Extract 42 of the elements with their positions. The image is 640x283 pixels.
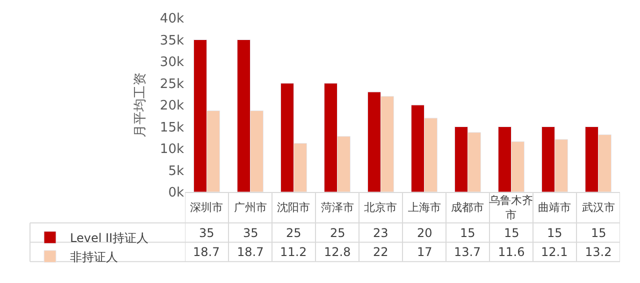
data-label: 18.7 [237, 245, 264, 259]
data-label: 17 [417, 245, 432, 259]
x-tick-label: 沈阳市 [277, 201, 310, 214]
y-tick-label: 35k [160, 33, 184, 48]
data-label: 13.2 [585, 245, 612, 259]
data-label: 20 [417, 226, 432, 240]
x-tick-label: 广州市 [234, 201, 267, 214]
y-axis-title: 月平均工资 [132, 72, 148, 138]
legend-label: Level II持证人 [70, 231, 149, 246]
data-label: 35 [243, 226, 258, 240]
x-tick-label: 上海市 [408, 201, 441, 214]
data-label: 12.1 [541, 245, 568, 259]
x-tick-label: 曲靖市 [538, 201, 571, 214]
y-tick-label: 15k [160, 120, 184, 136]
y-tick-label: 25k [160, 76, 184, 92]
data-label: 13.7 [454, 245, 481, 259]
data-label: 25 [330, 226, 346, 240]
y-tick-label: 30k [160, 55, 184, 70]
data-label: 22 [373, 245, 388, 259]
y-tick-label: 20k [160, 98, 184, 114]
data-label: 23 [373, 226, 388, 240]
data-label: 15 [591, 226, 606, 240]
data-label: 18.7 [193, 245, 220, 259]
x-tick-label: 北京市 [364, 201, 397, 214]
x-tick-label: 菏泽市 [321, 201, 354, 214]
data-label: 15 [504, 226, 520, 240]
data-label: 11.2 [280, 245, 307, 259]
x-tick-label: 乌鲁木齐市 [489, 194, 533, 222]
x-tick-label: 武汉市 [582, 201, 615, 214]
y-tick-label: 10k [160, 142, 184, 158]
data-label: 12.8 [324, 245, 351, 259]
data-label: 15 [547, 226, 562, 240]
data-label: 11.6 [498, 245, 525, 259]
data-label: 25 [286, 226, 302, 240]
y-tick-label: 0k [168, 186, 184, 201]
legend-label: 非持证人 [70, 250, 118, 264]
x-tick-label: 深圳市 [190, 201, 223, 214]
x-tick-label: 成都市 [451, 201, 484, 214]
data-label: 15 [460, 226, 476, 240]
data-label: 35 [199, 226, 214, 240]
y-tick-label: 5k [168, 164, 184, 179]
y-tick-label: 40k [160, 12, 184, 27]
